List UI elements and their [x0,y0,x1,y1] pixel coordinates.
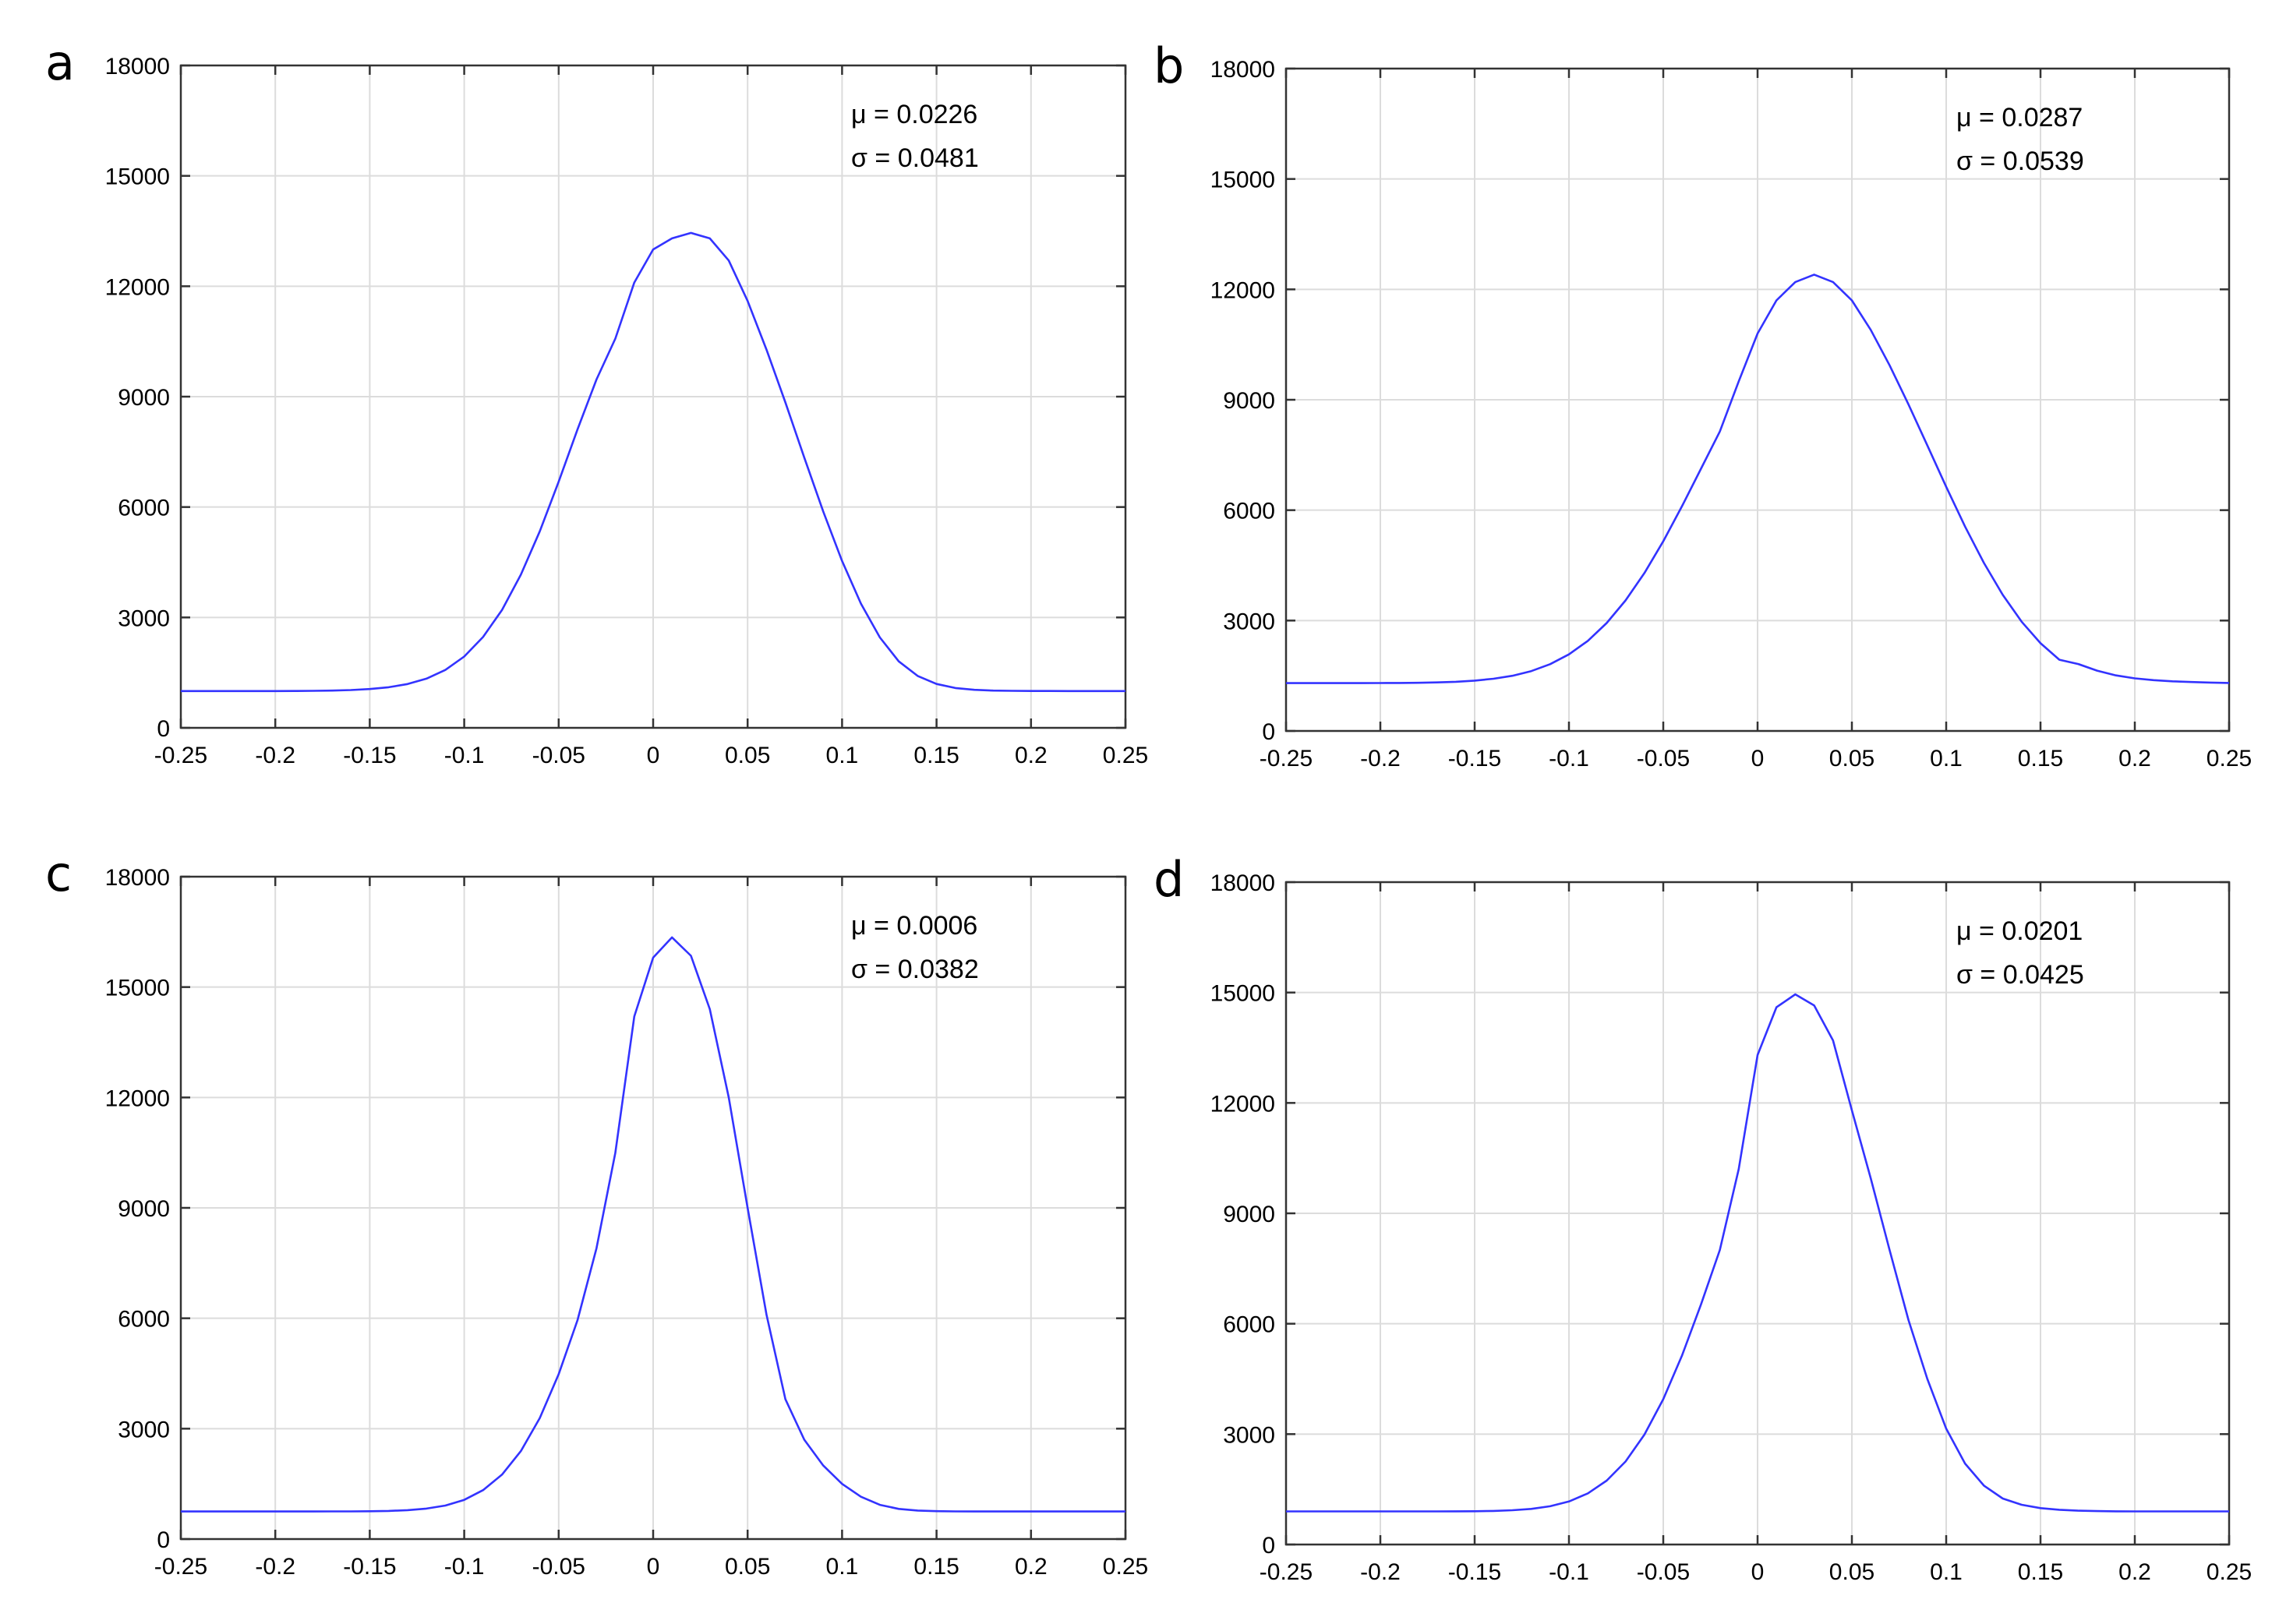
x-tick-label: 0.25 [1103,743,1148,768]
x-tick-label: 0.1 [826,1554,859,1580]
x-tick-label: -0.15 [343,1554,396,1580]
x-tick-label: 0.2 [1015,1554,1048,1580]
y-tick-label: 15000 [105,164,170,190]
y-tick-label: 12000 [1210,277,1275,303]
y-tick-label: 18000 [1210,57,1275,83]
x-tick-label: 0.1 [1930,1559,1963,1585]
mu-annotation: μ = 0.0006 [851,911,977,941]
x-tick-label: -0.05 [1637,746,1690,771]
y-tick-label: 3000 [1223,609,1275,634]
y-tick-label: 18000 [105,54,170,79]
y-tick-label: 12000 [105,274,170,300]
y-tick-label: 6000 [1223,1312,1275,1338]
sigma-annotation: σ = 0.0425 [1956,960,2084,990]
y-tick-label: 9000 [1223,388,1275,414]
series-line-d [1286,993,2229,1513]
y-tick-label: 12000 [105,1086,170,1111]
y-tick-label: 15000 [105,976,170,1001]
y-tick-label: 15000 [1210,168,1275,193]
mu-annotation: μ = 0.0226 [851,100,977,129]
x-tick-label: 0.15 [2018,746,2063,771]
series-line-b [1286,274,2230,684]
x-tick-label: 0.2 [1015,743,1048,768]
series-line-a [181,231,1125,693]
x-tick-label: -0.2 [1360,746,1401,771]
x-tick-label: -0.1 [1549,1559,1589,1585]
x-tick-label: 0.15 [913,1554,959,1580]
x-tick-label: 0.25 [2207,1559,2252,1585]
y-tick-label: 3000 [118,605,170,631]
x-tick-label: -0.2 [255,1554,295,1580]
x-tick-label: -0.15 [1448,1559,1501,1585]
x-tick-label: 0.1 [826,743,859,768]
x-tick-label: 0.05 [725,1554,770,1580]
x-tick-label: 0 [647,1554,660,1580]
y-tick-label: 3000 [1223,1422,1275,1448]
y-tick-label: 18000 [105,865,170,891]
sigma-annotation: σ = 0.0481 [851,143,979,173]
y-tick-label: 15000 [1210,981,1275,1007]
x-tick-label: -0.05 [1637,1559,1690,1585]
y-tick-label: 3000 [118,1417,170,1442]
y-tick-label: 6000 [118,496,170,521]
panel-b: -0.25 -0.2 -0.15 -0.1 -0.05 0 0.05 0.1 0.15 0.2 0.… [1154,37,2252,771]
x-tick-label: -0.15 [1448,746,1501,771]
x-tick-label: 0.05 [1829,746,1874,771]
y-tick-label: 9000 [118,1196,170,1222]
x-tick-label: -0.25 [1260,746,1313,771]
y-tick-label: 9000 [118,385,170,411]
x-tick-label: 0.15 [2018,1559,2063,1585]
x-tick-label: 0 [1751,746,1765,771]
x-tick-label: -0.05 [532,743,585,768]
x-tick-label: -0.25 [1260,1559,1313,1585]
x-tick-label: -0.15 [343,743,396,768]
x-tick-label: -0.2 [1360,1559,1401,1585]
x-tick-label: 0.25 [2207,746,2252,771]
x-tick-label: 0.05 [1829,1559,1874,1585]
y-tick-label: 0 [157,1527,170,1553]
mu-annotation: μ = 0.0201 [1956,916,2083,946]
panel-letter: b [1154,37,1184,94]
x-tick-label: -0.05 [532,1554,585,1580]
panel-letter: c [45,846,72,902]
x-tick-label: -0.1 [1549,746,1589,771]
x-tick-label: -0.1 [444,743,485,768]
y-tick-label: 0 [1262,1533,1275,1559]
x-tick-label: -0.25 [154,743,207,768]
panel-letter: d [1154,851,1184,908]
panel-c: -0.25 -0.2 -0.15 -0.1 -0.05 0 0.05 0.1 0.15 0.2 0.… [45,846,1148,1580]
series-line-c [181,936,1125,1513]
x-tick-label: -0.2 [255,743,295,768]
x-tick-label: -0.1 [444,1554,485,1580]
y-tick-label: 0 [1262,719,1275,745]
x-tick-label: 0.2 [2118,746,2151,771]
sigma-annotation: σ = 0.0382 [851,955,979,984]
x-tick-label: 0.15 [913,743,959,768]
y-tick-label: 18000 [1210,870,1275,896]
x-tick-label: 0.1 [1930,746,1963,771]
panel-letter: a [45,34,75,91]
x-tick-label: 0.2 [2118,1559,2151,1585]
x-tick-label: 0 [1751,1559,1765,1585]
x-tick-label: 0 [647,743,660,768]
x-tick-label: 0.05 [725,743,770,768]
sigma-annotation: σ = 0.0539 [1956,147,2084,176]
y-tick-label: 9000 [1223,1202,1275,1227]
panel-d: -0.25 -0.2 -0.15 -0.1 -0.05 0 0.05 0.1 0.15 0.2 0.… [1154,851,2252,1585]
y-tick-label: 6000 [118,1307,170,1333]
x-tick-label: 0.25 [1103,1554,1148,1580]
y-tick-label: 0 [157,716,170,742]
y-tick-label: 6000 [1223,499,1275,524]
mu-annotation: μ = 0.0287 [1956,103,2083,132]
x-tick-label: -0.25 [154,1554,207,1580]
y-tick-label: 12000 [1210,1091,1275,1117]
panel-a: -0.25 -0.2 -0.15 -0.1 -0.05 0 0.05 0.1 0.15 0.2 0.… [45,34,1148,768]
